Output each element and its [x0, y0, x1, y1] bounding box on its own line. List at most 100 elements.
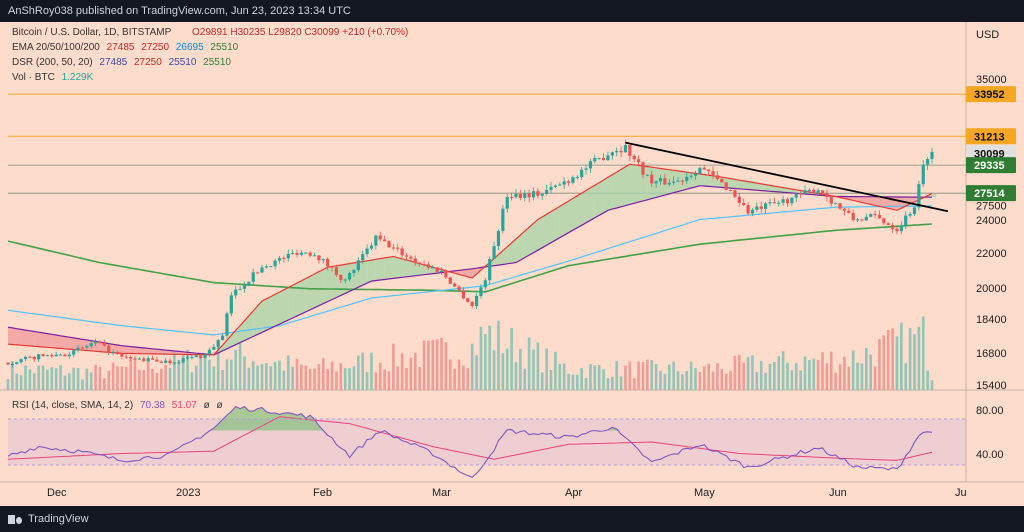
candle-body — [63, 354, 67, 357]
dsr-band-segment — [638, 165, 648, 203]
price-axis[interactable]: USD 35000 24000 22000 20000 18400 16800 … — [976, 29, 1007, 461]
volume-bar — [260, 363, 264, 390]
candle-body — [654, 181, 658, 184]
volume-bar — [203, 357, 207, 390]
candle-body — [194, 355, 198, 358]
descending-trendline[interactable] — [625, 141, 949, 213]
volume-bar — [773, 361, 776, 390]
candle-body — [334, 267, 339, 275]
volume-bar — [860, 363, 864, 390]
dsr-band-segment — [515, 231, 525, 263]
candle-body — [912, 207, 917, 215]
footer-brand: TradingView — [28, 513, 89, 525]
volume-bar — [641, 362, 645, 390]
volume-bar — [286, 355, 290, 390]
candle-body — [461, 290, 466, 299]
volume-bar — [821, 352, 824, 390]
volume-bar — [619, 376, 623, 390]
dsr-band-segment — [78, 338, 87, 351]
volume-bar — [466, 368, 470, 390]
tradingview-logo-icon — [8, 514, 22, 524]
candle-body — [890, 225, 895, 229]
price-chart[interactable]: Bitcoin / U.S. Dollar, 1D, BITSTAMP O298… — [0, 22, 1024, 506]
volume-bar — [681, 374, 684, 390]
volume-bar — [54, 368, 58, 390]
volume-bar — [843, 356, 846, 390]
dsr-band-segment — [402, 258, 411, 278]
volume-bar — [746, 356, 750, 390]
volume-bar — [865, 347, 868, 390]
volume-bar — [24, 365, 27, 390]
volume-bar — [501, 353, 505, 390]
candle-body — [492, 246, 496, 259]
volume-bar — [50, 367, 54, 390]
candle-body — [378, 235, 382, 240]
volume-bar — [321, 358, 325, 390]
legend-symbol: Bitcoin / U.S. Dollar, 1D, BITSTAMP — [12, 27, 172, 38]
volume-bar — [724, 373, 728, 390]
candle-body — [50, 355, 54, 357]
volume-bar — [764, 372, 767, 390]
candle-body — [299, 252, 304, 255]
volume-bar — [370, 352, 373, 390]
volume-bar — [405, 367, 408, 390]
volume-bar — [777, 356, 781, 390]
legend-ema: EMA 20/50/100/200 27485 27250 26695 2551… — [12, 42, 239, 53]
volume-bar — [847, 366, 851, 390]
candle-body — [584, 168, 588, 170]
candle-body — [816, 190, 820, 194]
volume-bar — [707, 363, 710, 390]
candle-body — [80, 347, 85, 349]
candle-body — [76, 347, 80, 351]
time-label: Mar — [432, 487, 451, 499]
candle-body — [159, 361, 163, 363]
dsr-band-segment — [226, 330, 236, 349]
trendline-group[interactable] — [625, 141, 949, 213]
candle-body — [282, 258, 286, 260]
volume-bar — [575, 374, 579, 390]
candle-body — [115, 351, 120, 355]
volume-bar — [567, 373, 570, 390]
tradingview-logo[interactable]: TradingView — [8, 513, 89, 525]
dsr-band-segment — [148, 348, 157, 354]
volume-bar — [457, 359, 461, 390]
volume-bar — [317, 364, 321, 390]
volume-bar — [650, 360, 654, 390]
volume-bar — [343, 368, 347, 390]
candle-body — [623, 144, 628, 153]
rsi-line — [7, 405, 933, 478]
volume-bar — [624, 365, 627, 390]
volume-bar — [632, 378, 636, 390]
candle-body — [930, 152, 934, 160]
volume-bar — [781, 351, 785, 390]
candle-body — [426, 264, 430, 268]
volume-bar — [755, 371, 759, 390]
candle-body — [133, 358, 137, 360]
dsr-band-segment — [297, 278, 306, 316]
candle-body — [453, 283, 457, 287]
candle-body — [308, 252, 312, 256]
price-tag — [966, 185, 1016, 202]
volume-bar — [702, 366, 706, 390]
volume-bar — [913, 334, 916, 390]
dsr-band-segment — [121, 345, 131, 354]
candle-body — [150, 358, 155, 360]
candle-body — [242, 285, 247, 289]
legend-ohlc: O29891 H30235 L29820 C30099 +210 (+0.70%… — [192, 27, 408, 38]
dsr-band-segment — [43, 332, 52, 348]
dsr-band-segment — [594, 179, 604, 218]
volume-bar — [107, 370, 111, 390]
volume-bar — [886, 329, 890, 390]
dsr-band-segment — [25, 330, 35, 347]
time-axis[interactable]: Dec 2023 Feb Mar Apr May Jun Ju — [47, 487, 967, 499]
candle-body — [794, 193, 798, 198]
volume-bar — [882, 335, 886, 390]
volume-bar — [759, 360, 763, 390]
volume-bar — [190, 372, 194, 390]
volume-bar — [168, 367, 172, 390]
ema50-line — [7, 185, 932, 356]
volume-bar — [851, 350, 855, 390]
candle-body — [286, 253, 290, 259]
footer-bar: TradingView — [0, 506, 1024, 532]
volume-bar — [637, 361, 640, 390]
